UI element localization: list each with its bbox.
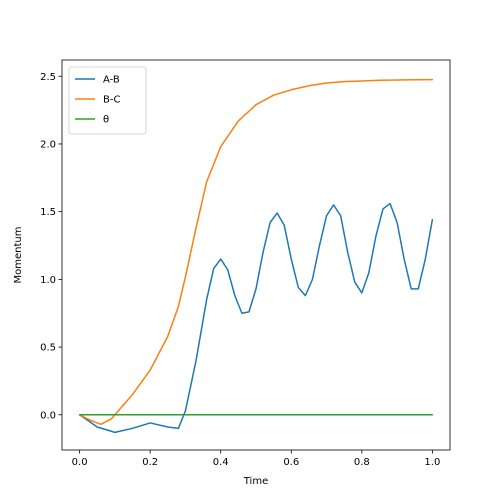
y-axis-label: Momentum bbox=[13, 227, 24, 284]
x-tick-label: 0.6 bbox=[283, 457, 299, 468]
y-tick-label: 1.0 bbox=[40, 275, 56, 286]
series-line-1 bbox=[78, 78, 434, 426]
legend-label-0: A-B bbox=[103, 75, 120, 86]
x-axis-ticks: 0.0 0.2 0.4 0.6 0.8 1.0 bbox=[72, 450, 440, 468]
series-line-0 bbox=[78, 202, 434, 434]
legend-label-1: B-C bbox=[103, 95, 120, 106]
x-tick-label: 1.0 bbox=[424, 457, 440, 468]
x-tick-label: 0.4 bbox=[213, 457, 229, 468]
legend-box bbox=[68, 66, 147, 135]
y-tick-label: 2.5 bbox=[40, 72, 56, 83]
x-tick-label: 0.0 bbox=[72, 457, 88, 468]
x-axis-label: Time bbox=[243, 476, 268, 487]
y-tick-label: 0.0 bbox=[40, 410, 56, 421]
legend: A-B B-C θ bbox=[68, 66, 147, 135]
plot-area bbox=[78, 78, 434, 434]
axes-frame bbox=[61, 59, 451, 451]
y-tick-label: 1.5 bbox=[40, 207, 56, 218]
y-tick-label: 0.5 bbox=[40, 343, 56, 354]
y-axis-ticks: 0.0 0.5 1.0 1.5 2.0 2.5 bbox=[40, 72, 62, 421]
legend-label-2: θ bbox=[103, 115, 109, 126]
x-tick-label: 0.8 bbox=[354, 457, 370, 468]
x-tick-label: 0.2 bbox=[142, 457, 158, 468]
y-tick-label: 2.0 bbox=[40, 139, 56, 150]
